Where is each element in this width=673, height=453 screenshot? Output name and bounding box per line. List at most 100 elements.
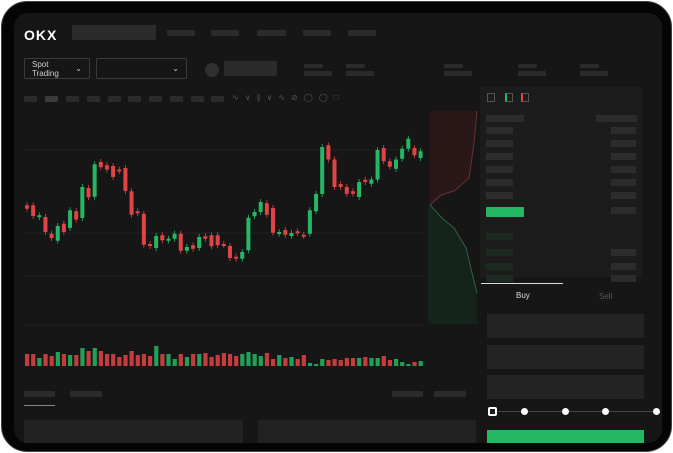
pair-name [224,61,277,76]
ask-price [486,192,513,199]
volume-bar [301,355,306,366]
total-input[interactable] [487,375,644,399]
candle [31,205,36,216]
drawing-tools-icons[interactable]: ∿∨∥∨∿⊘◯◯□ [232,93,345,102]
bid-price [486,275,513,282]
book-view-asks-icon[interactable] [521,93,529,102]
chevron-down-icon: ⌄ [75,64,82,73]
candle [283,230,288,235]
tab-underline [24,405,55,406]
nav-item[interactable] [348,30,376,36]
candle [61,223,66,232]
volume-bar [55,352,60,366]
search-bar[interactable] [72,25,156,40]
candle [209,235,214,247]
candle [295,231,300,234]
timeframe-button[interactable] [45,96,58,102]
ask-price [486,127,513,134]
timeframe-button[interactable] [108,96,121,102]
volume-bar [363,357,368,366]
timeframe-button[interactable] [149,96,162,102]
assets-panel [258,420,476,443]
candle [197,237,202,248]
timeframe-button[interactable] [24,96,37,102]
volume-bar [320,359,325,366]
tab-order-history[interactable] [70,391,102,397]
candle [277,232,282,234]
volume-bar [92,348,97,366]
volume-bar [80,348,85,366]
book-view-both-icon[interactable] [487,93,495,102]
candle [55,226,60,241]
price-input[interactable] [487,314,644,338]
candle [160,235,165,241]
tab-sell[interactable]: Sell [599,292,613,301]
candle [418,151,423,158]
filter-button[interactable] [392,391,423,397]
candle [381,148,386,162]
volume-bar [68,355,73,366]
timeframe-button[interactable] [191,96,204,102]
volume-bar [406,364,411,366]
candle [25,205,29,209]
candle [184,247,189,251]
tab-open-orders[interactable] [24,391,55,397]
slider-stop-25[interactable] [521,408,528,415]
candle [326,145,331,160]
volume-bar [98,351,103,366]
candle [141,213,146,245]
amount-slider[interactable] [488,407,660,416]
book-view-bids-icon[interactable] [505,93,513,102]
volume-bar [61,354,67,366]
slider-stop-50[interactable] [562,408,569,415]
timeframe-button[interactable] [87,96,100,102]
slider-stop-75[interactable] [602,408,609,415]
volume-bar [252,354,257,366]
pair-dropdown[interactable]: ⌄ [96,58,187,79]
candle [301,234,306,237]
timeframe-button[interactable] [211,96,224,102]
volume-bar [25,354,30,366]
stat-value [304,71,332,76]
slider-handle[interactable] [488,407,497,416]
buy-button[interactable] [487,430,644,443]
depth-asks-area [428,111,477,205]
volume-bar [240,354,245,366]
nav-item[interactable] [257,30,286,36]
amount-input[interactable] [487,345,644,369]
nav-item[interactable] [211,30,239,36]
volume-bar [215,355,220,366]
nav-item[interactable] [303,30,331,36]
orders-panel [24,420,243,443]
ask-amount [611,207,636,214]
candle [320,147,325,194]
depth-bids-area [428,205,477,324]
stat-value [518,71,546,76]
candle [111,166,116,177]
candle [406,138,411,149]
bid-amount [611,249,636,256]
ask-amount [611,166,636,173]
candle [86,188,91,198]
volume-bar [271,359,276,366]
volume-bar [264,353,270,366]
ask-price [486,140,513,147]
volume-bar [350,358,356,366]
filter-button[interactable] [434,391,466,397]
volume-bar [37,358,42,366]
volume-bar [49,356,54,366]
candle [289,233,294,236]
bid-price [486,233,513,240]
timeframe-button[interactable] [66,96,79,102]
volume-bar [412,362,417,366]
ask-amount [611,179,636,186]
tab-buy[interactable]: Buy [516,291,530,300]
candle [178,233,183,251]
slider-stop-100[interactable] [653,408,660,415]
spot-trading-dropdown[interactable]: Spot Trading ⌄ [24,58,90,79]
timeframe-button[interactable] [170,96,183,102]
candle [191,245,196,249]
candlestick-chart[interactable] [14,13,484,383]
nav-item[interactable] [167,30,195,36]
timeframe-button[interactable] [128,96,141,102]
